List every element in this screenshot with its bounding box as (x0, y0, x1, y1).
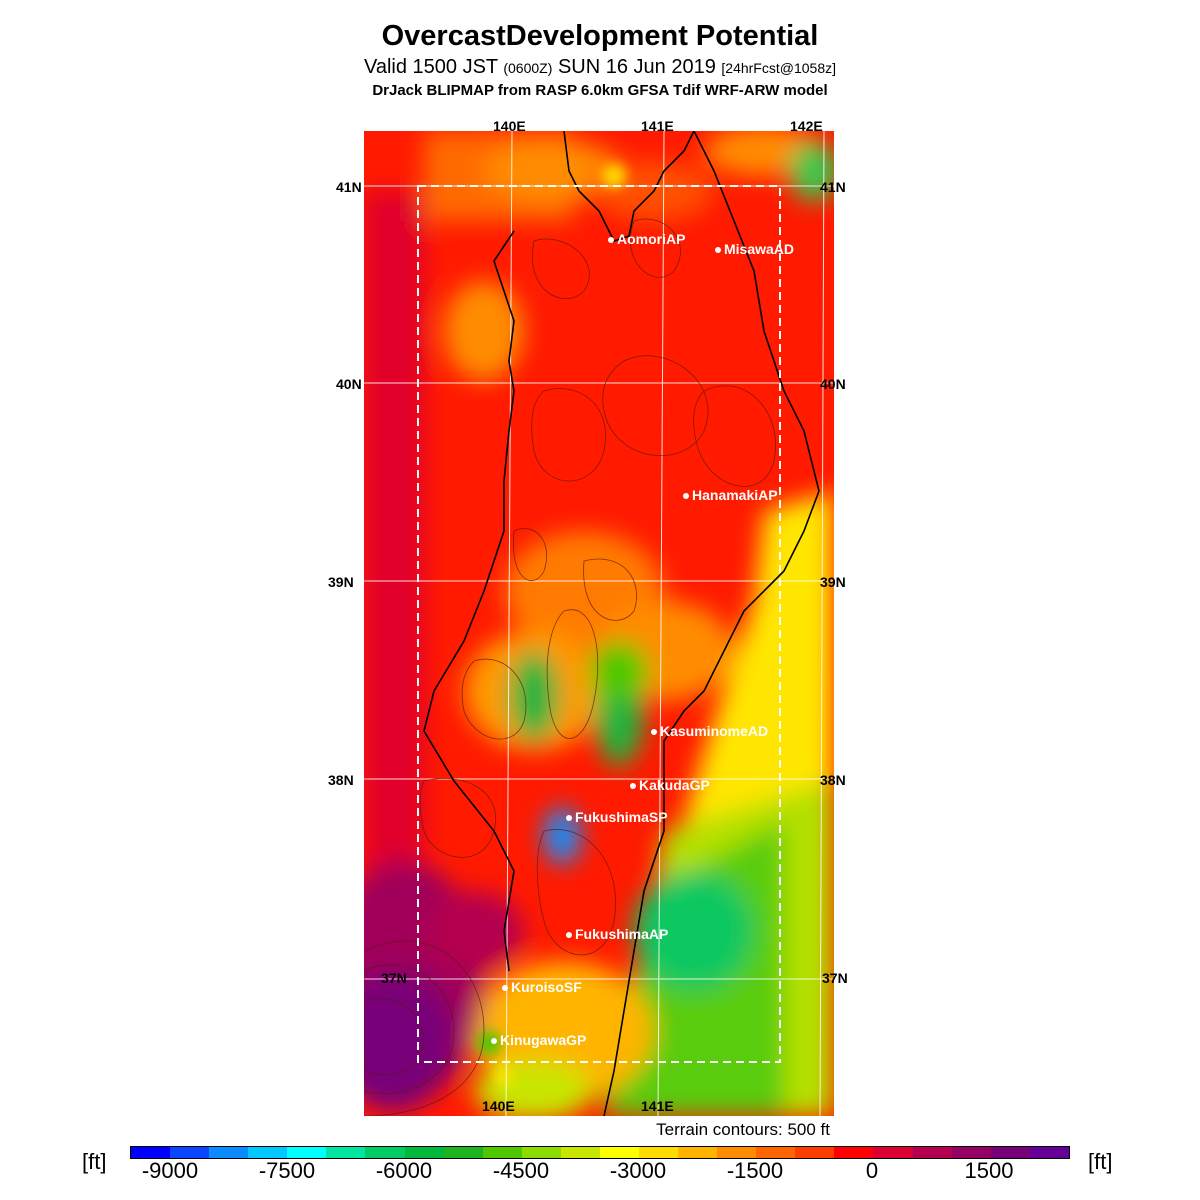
inner-domain-box (417, 185, 781, 1063)
colorbar-tick: 0 (865, 1158, 879, 1183)
colorbar-swatch (404, 1147, 444, 1158)
colorbar-swatch (639, 1147, 679, 1158)
lat-label-38n-right: 38N (820, 772, 846, 788)
forecast-map (364, 131, 834, 1116)
site-fukushima-sp: FukushimaSP (566, 809, 668, 825)
lat-label-37n-left: 37N (381, 970, 407, 986)
model-line: DrJack BLIPMAP from RASP 6.0km GFSA Tdif… (372, 82, 828, 99)
site-kuroiso-sf: KuroisoSF (502, 979, 582, 995)
site-hanamaki-ap: HanamakiAP (683, 487, 778, 503)
site-marker-icon (502, 985, 508, 992)
site-marker-icon (608, 237, 614, 244)
lat-label-39n-right: 39N (820, 574, 846, 590)
lat-label-37n-right: 37N (822, 970, 848, 986)
colorbar-swatch (834, 1147, 874, 1158)
colorbar-swatch (326, 1147, 366, 1158)
colorbar-swatch (717, 1147, 757, 1158)
terrain-contours (364, 218, 776, 1116)
site-marker-icon (566, 815, 572, 822)
lon-label-142e-top: 142E (790, 118, 823, 134)
lon-label-141e-bottom: 141E (641, 1098, 674, 1114)
valid-prefix: Valid 1500 JST (363, 56, 498, 78)
colorbar-swatch (873, 1147, 913, 1158)
colorbar-swatch (482, 1147, 522, 1158)
colorbar-tick: -6000 (375, 1158, 433, 1183)
chart-title: OvercastDevelopment Potential (381, 20, 819, 52)
colorbar-swatch (287, 1147, 327, 1158)
colorbar-tick: -3000 (609, 1158, 667, 1183)
colorbar-tick: -9000 (141, 1158, 199, 1183)
colorbar-swatch (209, 1147, 249, 1158)
lon-label-140e-top: 140E (493, 118, 526, 134)
colorbar-swatch (951, 1147, 991, 1158)
lat-label-39n-left: 39N (328, 574, 354, 590)
colorbar-swatch (912, 1147, 952, 1158)
colorbar (130, 1146, 1070, 1159)
colorbar-tick: -1500 (726, 1158, 784, 1183)
site-fukushima-ap: FukushimaAP (566, 926, 668, 942)
colorbar-tick: 1500 (964, 1158, 1014, 1183)
lon-label-141e-top: 141E (641, 118, 674, 134)
site-misawa-ad: MisawaAD (715, 241, 794, 257)
site-marker-icon (630, 783, 636, 790)
site-marker-icon (715, 247, 721, 254)
lat-label-38n-left: 38N (328, 772, 354, 788)
valid-time-line: Valid 1500 JST (0600Z) SUN 16 Jun 2019 [… (0, 56, 1200, 79)
colorbar-swatch (795, 1147, 835, 1158)
colorbar-swatch (443, 1147, 483, 1158)
map-canvas (364, 131, 834, 1116)
site-aomori-ap: AomoriAP (608, 231, 685, 247)
lat-label-41n-left: 41N (336, 179, 362, 195)
colorbar-swatch (131, 1147, 171, 1158)
colorbar-tick: -4500 (492, 1158, 550, 1183)
colorbar-unit-left: [ft] (82, 1149, 107, 1174)
terrain-contour-note: Terrain contours: 500 ft (656, 1120, 830, 1139)
forecast-info: [24hrFcst@1058z] (721, 60, 836, 76)
colorbar-swatch (599, 1147, 640, 1158)
valid-utc: (0600Z) (503, 60, 553, 76)
lon-label-140e-bottom: 140E (482, 1098, 515, 1114)
colorbar-swatch (756, 1147, 796, 1158)
colorbar-tick: -7500 (258, 1158, 316, 1183)
site-marker-icon (491, 1038, 497, 1045)
lat-label-40n-right: 40N (820, 376, 846, 392)
colorbar-swatch (521, 1147, 561, 1158)
site-kasuminome-ad: KasuminomeAD (651, 723, 768, 739)
colorbar-swatch (990, 1147, 1030, 1158)
site-kinugawa-gp: KinugawaGP (491, 1032, 586, 1048)
colorbar-unit-right: [ft] (1088, 1149, 1113, 1174)
colorbar-swatch (170, 1147, 210, 1158)
lat-label-40n-left: 40N (336, 376, 362, 392)
coastline (423, 131, 820, 1116)
colorbar-swatch (1029, 1147, 1069, 1158)
lat-label-41n-right: 41N (820, 179, 846, 195)
colorbar-swatch (678, 1147, 718, 1158)
colorbar-swatch (560, 1147, 600, 1158)
colorbar-swatch (365, 1147, 405, 1158)
site-marker-icon (651, 729, 657, 736)
site-kakuda-gp: KakudaGP (630, 777, 710, 793)
colorbar-swatch (248, 1147, 288, 1158)
site-marker-icon (566, 932, 572, 939)
site-marker-icon (683, 493, 689, 500)
valid-date: SUN 16 Jun 2019 (557, 56, 716, 78)
